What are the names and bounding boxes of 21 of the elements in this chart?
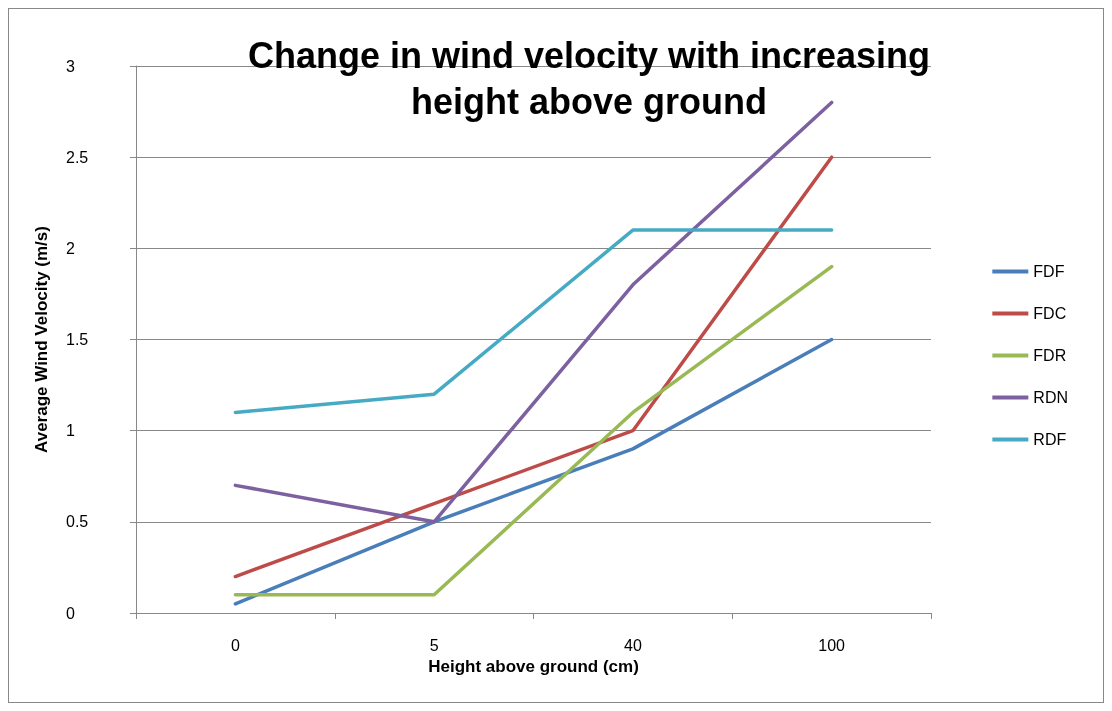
y-tick-label: 2 [66,239,75,257]
x-tick-label: 40 [623,636,642,654]
x-axis-title: Height above ground (cm) [428,656,639,676]
legend-label: RDF [1033,431,1067,448]
legend-label: RDN [1033,389,1069,406]
x-tick-label: 0 [230,636,240,654]
y-tick-label: 1 [66,422,75,440]
line-series [233,337,834,606]
legend-label: FDF [1033,263,1065,280]
x-tick-label: 5 [429,636,439,654]
legend-label: FDC [1033,305,1067,322]
line-series [233,155,834,579]
chart-title: Change in wind velocity with increasing height above ground [247,34,931,122]
x-tick-label: 100 [818,636,846,654]
y-tick-label: 1.5 [66,331,89,348]
y-tick-label: 2.5 [66,148,89,166]
y-tick-label: 3 [66,57,75,75]
legend-label: FDR [1033,347,1067,364]
y-tick-label: 0 [66,604,75,622]
y-axis-title: Average Wind Velocity (m/s) [32,226,51,453]
y-tick-label: 0.5 [66,513,89,531]
